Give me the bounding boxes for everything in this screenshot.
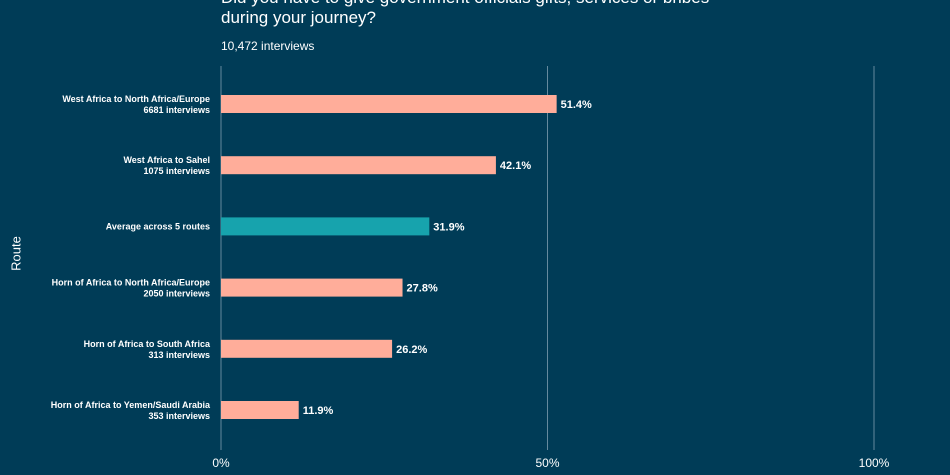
y-tick-label: Horn of Africa to South Africa	[84, 339, 211, 349]
y-tick-sublabel: 313 interviews	[148, 350, 210, 360]
chart-subtitle: 10,472 interviews	[221, 39, 315, 53]
data-label: 27.8%	[407, 283, 438, 295]
y-tick-label: Average across 5 routes	[106, 221, 210, 231]
bar-1	[221, 156, 496, 175]
data-label: 26.2%	[396, 344, 427, 356]
x-tick-label: 100%	[859, 456, 890, 470]
y-tick-sublabel: 353 interviews	[148, 411, 210, 421]
data-label: 11.9%	[303, 405, 334, 417]
y-tick-label: Horn of Africa to Yemen/Saudi Arabia	[51, 400, 211, 410]
x-tick-label: 0%	[212, 456, 230, 470]
chart-title-line-2: during your journey?	[221, 8, 376, 27]
bar-0	[221, 95, 557, 113]
chart-title-line-1: Did you have to give government official…	[221, 0, 709, 8]
y-tick-label: West Africa to North Africa/Europe	[62, 94, 210, 104]
y-tick-sublabel: 1075 interviews	[143, 166, 210, 176]
y-tick-label: Horn of Africa to North Africa/Europe	[52, 278, 210, 288]
bar-5	[221, 401, 299, 419]
data-label: 51.4%	[561, 99, 592, 111]
y-tick-sublabel: 2050 interviews	[143, 289, 210, 299]
bar-3	[221, 278, 403, 297]
data-label: 31.9%	[433, 221, 464, 233]
y-tick-label: West Africa to Sahel	[123, 155, 210, 165]
x-tick-label: 50%	[535, 456, 559, 470]
data-label: 42.1%	[500, 160, 531, 172]
bar-4	[221, 339, 393, 358]
bar-2	[221, 217, 430, 236]
y-tick-sublabel: 6681 interviews	[143, 105, 210, 115]
